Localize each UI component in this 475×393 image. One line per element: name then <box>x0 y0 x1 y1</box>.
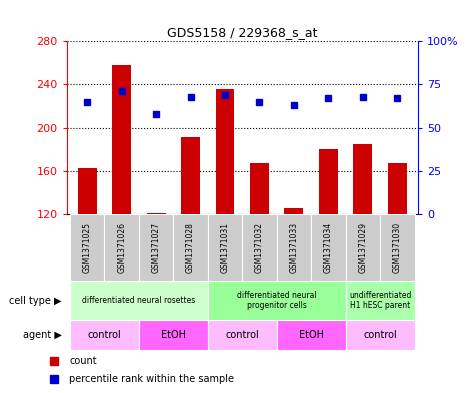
Bar <box>181 138 200 214</box>
Bar <box>346 281 415 320</box>
Text: GSM1371034: GSM1371034 <box>324 222 333 273</box>
Bar <box>319 149 338 214</box>
Bar <box>104 214 139 281</box>
Text: EtOH: EtOH <box>299 330 323 340</box>
Text: GSM1371025: GSM1371025 <box>83 222 92 273</box>
Bar <box>346 214 380 281</box>
Bar <box>70 281 208 320</box>
Bar <box>173 214 208 281</box>
Bar <box>311 214 346 281</box>
Bar <box>147 213 166 214</box>
Text: control: control <box>87 330 121 340</box>
Bar <box>208 214 242 281</box>
Text: cell type ▶: cell type ▶ <box>9 296 62 306</box>
Text: percentile rank within the sample: percentile rank within the sample <box>69 374 234 384</box>
Bar <box>208 320 277 350</box>
Text: agent ▶: agent ▶ <box>23 330 62 340</box>
Text: control: control <box>363 330 397 340</box>
Bar <box>139 320 208 350</box>
Text: EtOH: EtOH <box>161 330 186 340</box>
Text: GSM1371028: GSM1371028 <box>186 222 195 273</box>
Bar <box>216 89 235 214</box>
Text: control: control <box>225 330 259 340</box>
Bar <box>388 163 407 214</box>
Text: count: count <box>69 356 96 366</box>
Text: undifferentiated
H1 hESC parent: undifferentiated H1 hESC parent <box>349 291 411 310</box>
Text: GSM1371027: GSM1371027 <box>152 222 161 273</box>
Text: GSM1371026: GSM1371026 <box>117 222 126 273</box>
Bar <box>277 214 311 281</box>
Bar <box>285 208 304 214</box>
Bar <box>70 320 139 350</box>
Text: GSM1371031: GSM1371031 <box>220 222 229 273</box>
Bar <box>242 214 277 281</box>
Text: GSM1371033: GSM1371033 <box>289 222 298 273</box>
Bar <box>250 163 269 214</box>
Bar <box>112 65 131 214</box>
Bar <box>380 214 415 281</box>
Bar <box>208 281 346 320</box>
Bar <box>346 320 415 350</box>
Title: GDS5158 / 229368_s_at: GDS5158 / 229368_s_at <box>167 26 317 39</box>
Text: differentiated neural
progenitor cells: differentiated neural progenitor cells <box>237 291 316 310</box>
Text: GSM1371029: GSM1371029 <box>358 222 367 273</box>
Text: differentiated neural rosettes: differentiated neural rosettes <box>82 296 196 305</box>
Bar <box>353 144 372 214</box>
Bar <box>139 214 173 281</box>
Text: GSM1371030: GSM1371030 <box>393 222 402 273</box>
Bar <box>78 168 96 214</box>
Bar <box>277 320 346 350</box>
Text: GSM1371032: GSM1371032 <box>255 222 264 273</box>
Bar <box>70 214 104 281</box>
